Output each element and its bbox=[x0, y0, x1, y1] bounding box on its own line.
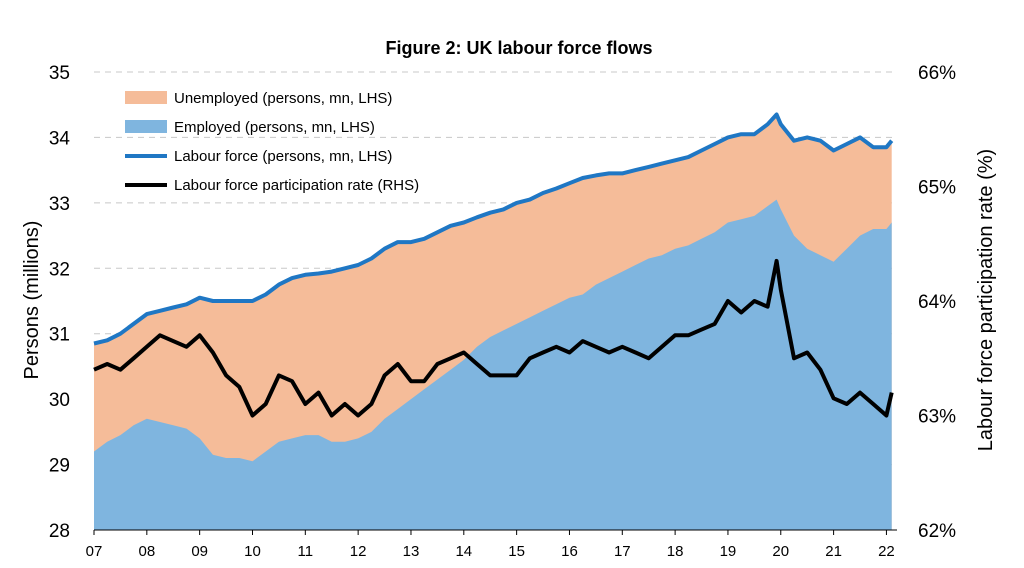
legend-label: Labour force participation rate (RHS) bbox=[174, 177, 419, 194]
y-left-tick-label: 31 bbox=[49, 325, 70, 346]
y-left-tick-label: 33 bbox=[49, 194, 70, 215]
x-tick-label: 19 bbox=[720, 543, 737, 560]
participation-rate-line bbox=[93, 258, 894, 418]
y-axis-right-label: Labour force participation rate (%) bbox=[975, 149, 997, 451]
legend: Unemployed (persons, mn, LHS) Employed (p… bbox=[125, 90, 419, 194]
x-tick-label: 10 bbox=[244, 543, 261, 560]
y-left-tick-label: 28 bbox=[49, 521, 70, 542]
y-left-tick-label: 30 bbox=[49, 390, 70, 411]
x-tick-label: 22 bbox=[878, 543, 895, 560]
y-right-tick-label: 62% bbox=[918, 521, 956, 542]
axes: 07 08 09 10 11 12 13 14 15 16 17 18 19 20 21 22 28 29 30 31… bbox=[49, 63, 956, 560]
plot-areas bbox=[94, 114, 892, 530]
legend-label: Unemployed (persons, mn, LHS) bbox=[174, 90, 392, 107]
y-right-tick-label: 63% bbox=[918, 407, 956, 428]
chart-title: Figure 2: UK labour force flows bbox=[385, 38, 652, 58]
x-tick-label: 11 bbox=[298, 543, 314, 560]
y-right-tick-label: 66% bbox=[918, 63, 956, 84]
x-tick-label: 21 bbox=[825, 543, 842, 560]
y-left-tick-label: 35 bbox=[49, 63, 70, 84]
x-tick-label: 12 bbox=[350, 543, 367, 560]
x-tick-label: 18 bbox=[667, 543, 684, 560]
legend-item-participation: Labour force participation rate (RHS) bbox=[125, 177, 419, 194]
x-tick-label: 08 bbox=[138, 543, 155, 560]
x-tick-label: 09 bbox=[191, 543, 208, 560]
x-tick-label: 17 bbox=[614, 543, 631, 560]
y-right-tick-label: 65% bbox=[918, 178, 956, 199]
x-tick-label: 16 bbox=[561, 543, 578, 560]
x-tick-label: 20 bbox=[772, 543, 789, 560]
x-tick-label: 13 bbox=[403, 543, 420, 560]
y-right-tick-label: 64% bbox=[918, 292, 956, 313]
legend-label: Labour force (persons, mn, LHS) bbox=[174, 148, 392, 165]
x-tick-label: 14 bbox=[455, 543, 472, 560]
x-tick-label: 07 bbox=[86, 543, 103, 560]
y-left-tick-label: 32 bbox=[49, 259, 70, 280]
employed-area bbox=[94, 199, 892, 530]
plot-lines bbox=[93, 112, 894, 418]
y-left-tick-label: 34 bbox=[49, 128, 71, 149]
legend-label: Employed (persons, mn, LHS) bbox=[174, 119, 375, 136]
legend-item-labour-force: Labour force (persons, mn, LHS) bbox=[125, 148, 392, 165]
x-tick-label: 15 bbox=[508, 543, 525, 560]
legend-item-employed: Employed (persons, mn, LHS) bbox=[125, 119, 375, 136]
y-left-tick-label: 29 bbox=[49, 456, 70, 477]
legend-swatch bbox=[125, 120, 167, 133]
legend-swatch bbox=[125, 91, 167, 104]
y-axis-left-label: Persons (millions) bbox=[21, 221, 43, 380]
labour-force-line bbox=[93, 112, 894, 346]
legend-item-unemployed: Unemployed (persons, mn, LHS) bbox=[125, 90, 392, 107]
